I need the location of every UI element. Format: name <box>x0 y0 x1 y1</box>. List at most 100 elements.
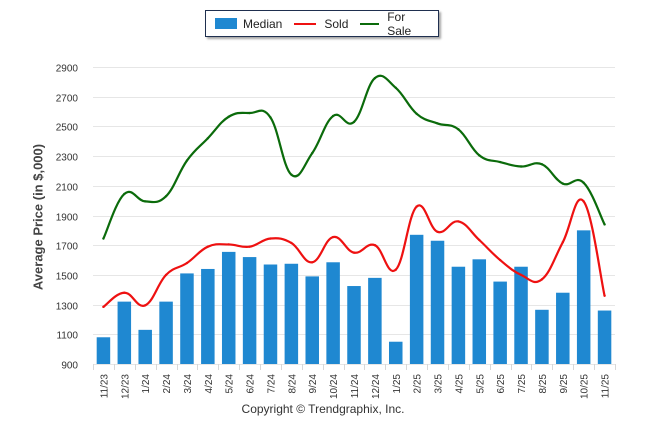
sold-point[interactable] <box>561 241 564 244</box>
sold-point[interactable] <box>436 230 439 234</box>
x-tick-label: 10/24 <box>329 374 340 399</box>
copyright-footer: Copyright © Trendgraphix, Inc. <box>241 402 405 416</box>
x-tick-marks <box>93 364 616 370</box>
median-bar[interactable] <box>451 266 466 364</box>
median-bar[interactable] <box>535 309 549 364</box>
sold-point[interactable] <box>102 305 105 309</box>
for-sale-point[interactable] <box>582 181 585 185</box>
x-tick-label: 6/25 <box>496 374 507 394</box>
y-tick-labels: 900 1100 1300 1500 1700 1900 2100 2300 2500 2700 2… <box>56 64 79 372</box>
for-sale-point[interactable] <box>373 76 377 80</box>
sold-point[interactable] <box>498 258 502 262</box>
x-tick-label: 9/24 <box>308 374 319 394</box>
median-bar[interactable] <box>514 266 528 364</box>
x-tick-label: 2/24 <box>162 374 173 394</box>
sold-point[interactable] <box>519 273 523 277</box>
for-sale-point[interactable] <box>290 173 293 176</box>
sold-point[interactable] <box>582 200 585 203</box>
y-tick-label: 2700 <box>56 94 79 105</box>
x-tick-label: 4/24 <box>204 374 215 394</box>
median-bar[interactable] <box>242 257 257 364</box>
median-bar[interactable] <box>430 240 445 364</box>
sold-point[interactable] <box>331 235 335 239</box>
for-sale-line[interactable] <box>102 74 606 240</box>
median-bar[interactable] <box>597 310 612 364</box>
median-bar[interactable] <box>117 301 132 364</box>
for-sale-point[interactable] <box>352 120 356 124</box>
median-bar[interactable] <box>201 268 215 364</box>
median-bar[interactable] <box>284 263 299 364</box>
median-bar[interactable] <box>409 234 424 364</box>
sold-point[interactable] <box>123 291 126 294</box>
for-sale-point[interactable] <box>311 151 314 155</box>
for-sale-point[interactable] <box>436 122 439 125</box>
for-sale-point[interactable] <box>185 159 189 162</box>
for-sale-point[interactable] <box>123 192 126 196</box>
sold-point[interactable] <box>415 205 418 208</box>
for-sale-point[interactable] <box>519 165 523 168</box>
sold-point[interactable] <box>373 244 377 247</box>
sold-point[interactable] <box>478 238 481 242</box>
median-bar[interactable] <box>305 276 319 364</box>
legend-label-sold: Sold <box>324 16 349 31</box>
for-sale-point[interactable] <box>603 223 606 226</box>
x-tick-label: 8/24 <box>287 374 298 394</box>
for-sale-point[interactable] <box>331 114 335 118</box>
x-tick-label: 2/25 <box>413 374 424 394</box>
sold-point[interactable] <box>206 245 210 248</box>
for-sale-point[interactable] <box>269 116 272 119</box>
for-sale-point[interactable] <box>164 194 168 198</box>
x-tick-label: 3/25 <box>434 374 445 394</box>
for-sale-point[interactable] <box>457 128 460 131</box>
y-tick-label: 1900 <box>56 213 79 224</box>
sold-point[interactable] <box>227 243 230 246</box>
median-bar[interactable] <box>326 262 340 364</box>
median-bar[interactable] <box>493 281 507 364</box>
y-tick-label: 2100 <box>56 183 79 194</box>
sold-point[interactable] <box>352 251 356 254</box>
sold-point[interactable] <box>394 268 397 271</box>
sold-point[interactable] <box>269 237 272 240</box>
sold-point[interactable] <box>311 261 314 264</box>
median-bar[interactable] <box>347 286 361 364</box>
y-tick-label: 900 <box>61 361 78 372</box>
sold-point[interactable] <box>144 304 147 307</box>
legend-item-median[interactable]: Median <box>215 17 282 31</box>
for-sale-point[interactable] <box>540 163 544 166</box>
for-sale-point[interactable] <box>394 86 397 89</box>
for-sale-point[interactable] <box>227 115 230 118</box>
sold-point[interactable] <box>164 273 168 277</box>
for-sale-point[interactable] <box>478 154 481 157</box>
legend-swatch-median <box>215 18 237 29</box>
median-bar[interactable] <box>96 337 111 364</box>
sold-point[interactable] <box>248 245 251 248</box>
median-bar[interactable] <box>138 329 152 364</box>
for-sale-point[interactable] <box>498 160 502 164</box>
sold-point[interactable] <box>603 294 606 297</box>
median-bar[interactable] <box>576 230 591 364</box>
for-sale-point[interactable] <box>102 237 105 240</box>
x-tick-label: 1/24 <box>141 374 152 394</box>
sold-point[interactable] <box>540 278 544 281</box>
median-bar[interactable] <box>389 341 403 364</box>
sold-point[interactable] <box>185 261 189 265</box>
for-sale-point[interactable] <box>248 111 251 115</box>
median-bar[interactable] <box>159 301 173 364</box>
sold-point[interactable] <box>457 220 460 223</box>
sold-point[interactable] <box>290 241 293 245</box>
for-sale-point[interactable] <box>206 137 210 140</box>
median-bar[interactable] <box>472 259 487 364</box>
legend-item-for-sale[interactable]: For Sale <box>360 10 426 38</box>
median-bar[interactable] <box>221 251 236 364</box>
for-sale-point[interactable] <box>561 182 564 185</box>
for-sale-point[interactable] <box>415 112 418 115</box>
median-bar[interactable] <box>556 292 570 364</box>
median-bar[interactable] <box>368 277 382 364</box>
x-tick-label: 10/25 <box>580 374 591 399</box>
for-sale-point[interactable] <box>144 200 147 203</box>
median-bar[interactable] <box>263 264 278 364</box>
legend-label-for-sale: For Sale <box>387 9 412 38</box>
median-bar[interactable] <box>180 273 194 364</box>
legend-item-sold[interactable]: Sold <box>294 17 348 31</box>
